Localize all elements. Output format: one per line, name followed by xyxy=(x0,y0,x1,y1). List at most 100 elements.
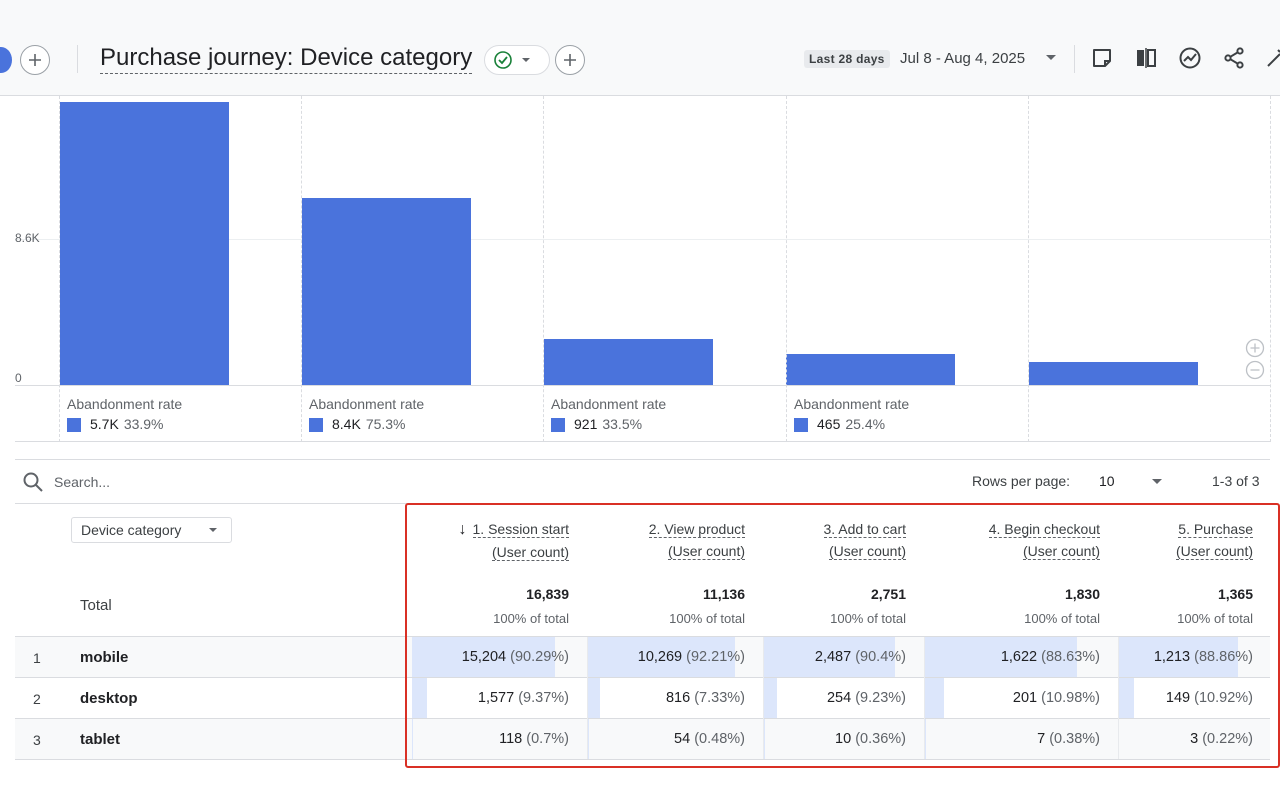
funnel-bar[interactable] xyxy=(302,197,471,385)
chart-baseline xyxy=(15,385,1270,386)
column-total-percent: 100% of total xyxy=(669,611,745,626)
abandonment-percent: 25.4% xyxy=(845,416,886,432)
cell-value: 1,622 (88.63%) xyxy=(1001,649,1100,665)
cell-count: 2,487 xyxy=(814,649,856,665)
column-total: 1,830 xyxy=(1064,586,1100,602)
row-dimension-value: tablet xyxy=(80,731,121,748)
column-total-percent: 100% of total xyxy=(493,611,569,626)
step-separator xyxy=(59,96,60,442)
search-icon[interactable] xyxy=(22,471,44,493)
share-bar xyxy=(412,678,427,718)
funnel-bar[interactable] xyxy=(786,354,955,385)
cell-value: 15,204 (90.29%) xyxy=(462,649,569,665)
check-circle-icon xyxy=(494,51,512,69)
share-icon[interactable] xyxy=(1221,45,1247,71)
funnel-bar[interactable] xyxy=(1029,362,1198,385)
add-button[interactable] xyxy=(555,45,585,75)
row-index: 3 xyxy=(33,732,41,748)
date-range-picker[interactable]: Jul 8 - Aug 4, 2025 xyxy=(900,50,1026,67)
add-comparison-icon xyxy=(29,54,41,66)
cell-value: 201 (10.98%) xyxy=(1013,690,1100,706)
abandonment-value: 8.4K 75.3% xyxy=(332,416,406,432)
search-input[interactable] xyxy=(54,472,354,492)
add-icon xyxy=(564,54,576,66)
report-status-dropdown[interactable] xyxy=(484,45,550,75)
abandonment-percent: 33.9% xyxy=(123,416,164,432)
zoom-out-icon[interactable] xyxy=(1245,360,1265,380)
row-divider xyxy=(15,759,1270,760)
y-tick-label: 0 xyxy=(15,371,22,385)
compare-icon[interactable] xyxy=(1133,45,1159,71)
cell-count: 54 xyxy=(674,731,695,747)
row-divider xyxy=(15,636,1270,637)
column-header-begin-checkout[interactable]: 4. Begin checkout (User count) xyxy=(988,518,1100,562)
column-divider xyxy=(1118,637,1119,759)
cell-count: 15,204 xyxy=(461,649,511,665)
column-total-percent: 100% of total xyxy=(1024,611,1100,626)
column-header-view-product[interactable]: 2. View product (User count) xyxy=(648,518,745,562)
step-separator xyxy=(786,96,787,442)
cell-percent: (92.21%) xyxy=(686,649,745,665)
chevron-down-icon[interactable] xyxy=(1046,55,1056,60)
insights-icon[interactable] xyxy=(1177,45,1203,71)
cell-percent: (0.48%) xyxy=(694,731,745,747)
column-total: 2,751 xyxy=(870,586,906,602)
cell-count: 10 xyxy=(835,731,856,747)
rows-per-page-select[interactable]: 10 xyxy=(1099,473,1115,489)
y-tick-label: 8.6K xyxy=(15,231,40,245)
cell-percent: (9.37%) xyxy=(518,690,569,706)
abandonment-label: Abandonment rate xyxy=(67,396,183,412)
notes-icon[interactable] xyxy=(1089,45,1115,71)
cell-count: 1,213 xyxy=(1153,649,1195,665)
cell-value: 118 (0.7%) xyxy=(499,731,569,747)
column-header-add-to-cart[interactable]: 3. Add to cart (User count) xyxy=(823,518,906,562)
column-title: 2. View product xyxy=(648,521,745,538)
cell-value: 3 (0.22%) xyxy=(1190,731,1253,747)
abandonment-value: 5.7K 33.9% xyxy=(90,416,164,432)
table-row[interactable] xyxy=(15,719,1270,759)
column-subtitle: (User count) xyxy=(828,543,906,560)
share-bar xyxy=(412,637,555,677)
abandonment-value: 465 25.4% xyxy=(817,416,885,432)
column-header-session-start[interactable]: ↓ 1. Session start (User count) xyxy=(459,518,569,563)
pagination-count: 1-3 of 3 xyxy=(1212,473,1260,489)
customize-icon[interactable] xyxy=(1263,45,1280,71)
abandonment-percent: 75.3% xyxy=(365,416,406,432)
page-title[interactable]: Purchase journey: Device category xyxy=(100,44,473,74)
cell-percent: (10.98%) xyxy=(1041,690,1100,706)
column-total: 1,365 xyxy=(1217,586,1253,602)
cell-percent: (90.4%) xyxy=(855,649,906,665)
dimension-dropdown[interactable]: Device category xyxy=(71,517,232,543)
cell-percent: (7.33%) xyxy=(694,690,745,706)
divider xyxy=(77,45,78,73)
column-title: 5. Purchase xyxy=(1178,521,1253,538)
column-subtitle: (User count) xyxy=(1175,543,1253,560)
abandonment-count: 465 xyxy=(817,416,841,432)
legend-swatch xyxy=(309,418,323,432)
row-divider xyxy=(15,677,1270,678)
column-header-purchase[interactable]: 5. Purchase (User count) xyxy=(1175,518,1253,562)
cell-percent: (0.36%) xyxy=(855,731,906,747)
column-title: 3. Add to cart xyxy=(823,521,906,538)
column-total: 16,839 xyxy=(526,586,569,602)
cell-value: 10,269 (92.21%) xyxy=(638,649,745,665)
share-bar xyxy=(1119,637,1238,677)
chevron-down-icon[interactable] xyxy=(1152,479,1162,484)
avatar[interactable] xyxy=(0,47,12,73)
cell-value: 10 (0.36%) xyxy=(835,731,906,747)
legend-swatch xyxy=(551,418,565,432)
cell-value: 1,213 (88.86%) xyxy=(1154,649,1253,665)
total-label: Total xyxy=(80,597,112,614)
abandonment-rate: Abandonment rate 921 33.5% xyxy=(543,396,785,442)
cell-percent: (0.22%) xyxy=(1202,731,1253,747)
step-separator xyxy=(301,96,302,442)
cell-value: 54 (0.48%) xyxy=(674,731,745,747)
cell-value: 2,487 (90.4%) xyxy=(815,649,906,665)
add-comparison-button[interactable] xyxy=(20,45,50,75)
cell-percent: (0.38%) xyxy=(1049,731,1100,747)
abandonment-value: 921 33.5% xyxy=(574,416,642,432)
zoom-in-icon[interactable] xyxy=(1245,338,1265,358)
funnel-bar[interactable] xyxy=(544,338,713,385)
cell-percent: (10.92%) xyxy=(1194,690,1253,706)
funnel-bar[interactable] xyxy=(60,102,229,385)
